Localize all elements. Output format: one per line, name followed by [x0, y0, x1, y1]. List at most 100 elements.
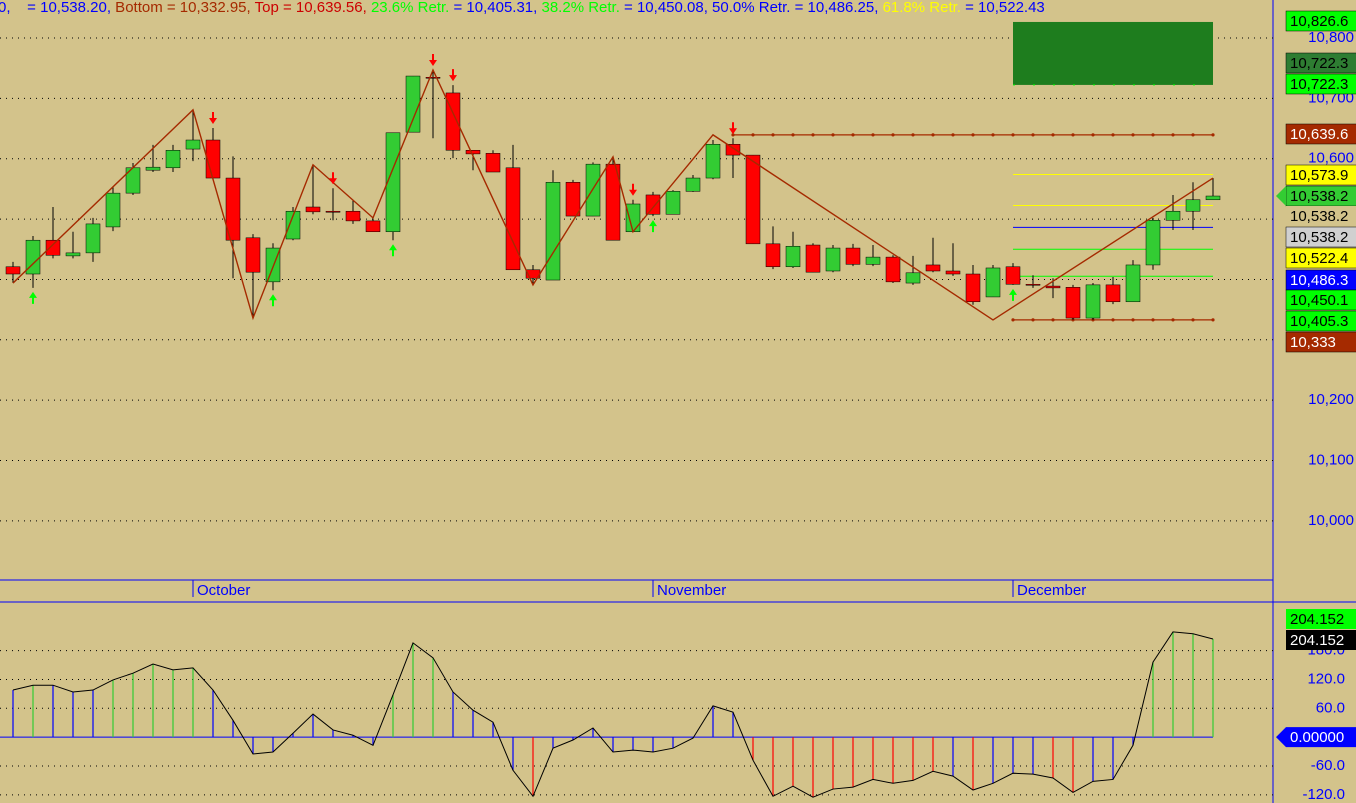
level-dot [1151, 133, 1155, 137]
candle-body [765, 243, 781, 268]
sell-arrow [329, 172, 337, 185]
candle-body [185, 139, 201, 150]
candle-body [1045, 285, 1061, 289]
level-dot [1211, 133, 1215, 137]
price-tag-label: 10,333 [1290, 334, 1336, 351]
title-segment: Top = 10,639.56, [251, 0, 367, 16]
candle-body [705, 143, 721, 179]
price-tag-label: 10,450.1 [1290, 292, 1348, 309]
price-tag-label: 10,722.3 [1290, 76, 1348, 93]
price-tag-label: 10,538.2 [1290, 188, 1348, 205]
candle-body [45, 239, 61, 256]
price-tag [1286, 206, 1356, 226]
candle-body [1005, 266, 1021, 285]
level-dot [1211, 318, 1215, 322]
price-tag-label: 10,538.2 [1290, 208, 1348, 225]
candle-body [665, 191, 681, 215]
candle-body [1025, 284, 1041, 286]
candle-body [445, 92, 461, 151]
title-segment: 61.8% Retr. [878, 0, 961, 16]
candle-body [305, 206, 321, 213]
zone [1013, 21, 1213, 85]
y-tick-label: 60.0 [1316, 699, 1345, 716]
candle-body [945, 270, 961, 275]
candle-body [405, 75, 421, 133]
price-tag-label: 10,405.3 [1290, 313, 1348, 330]
buy-arrow [389, 244, 397, 257]
candle-body [345, 210, 361, 222]
zero-tag [1276, 727, 1356, 748]
value-tag-label: 204.152 [1290, 611, 1344, 628]
y-tick-label: 10,200 [1308, 391, 1354, 408]
candle-body [845, 247, 861, 265]
price-tag [1285, 331, 1356, 353]
level-dot [1071, 318, 1075, 322]
candle-body [485, 153, 501, 173]
candle-body [965, 273, 981, 303]
title-segment: = 10,522.43 [961, 0, 1045, 16]
price-tag [1285, 52, 1356, 74]
level-dot [1011, 318, 1015, 322]
price-tag-label: 10,486.3 [1290, 272, 1348, 289]
candle-body [85, 223, 101, 254]
price-tag [1285, 289, 1356, 311]
candle-body [105, 192, 121, 228]
level-dot [1051, 133, 1055, 137]
level-dot [1011, 133, 1015, 137]
price-tag [1285, 73, 1356, 95]
price-tag-label: 10,826.6 [1290, 13, 1348, 30]
title-segment: = 10,405.31, [449, 0, 537, 16]
candle-body [1185, 199, 1201, 212]
level-dot [751, 133, 755, 137]
title-segment: = 10,450.08, 50.0% Retr. = 10,486.25, [620, 0, 879, 16]
oscillator-line [12, 631, 1214, 798]
price-tag-label: 10,722.3 [1290, 55, 1348, 72]
level-dot [831, 133, 835, 137]
price-tag-label: 10,538.2 [1290, 229, 1348, 246]
level-dot [731, 133, 735, 137]
level-dot [1111, 318, 1115, 322]
title-segment: Bottom = 10,332.95, [111, 0, 251, 16]
candle-body [225, 177, 241, 241]
title-segment: 0, = 10,538.20, [0, 0, 111, 16]
candle-body [505, 167, 521, 271]
chart-title: 0, = 10,538.20, Bottom = 10,332.95, Top … [0, 0, 1045, 16]
candle-body [365, 220, 381, 233]
title-segment: 23.6% Retr. [367, 0, 450, 16]
candle-body [805, 244, 821, 273]
level-dot [1051, 318, 1055, 322]
level-dot [931, 133, 935, 137]
candle-body [785, 245, 801, 268]
y-tick-label: 10,800 [1308, 29, 1354, 46]
candle-body [1145, 220, 1161, 266]
candle-body [465, 150, 481, 155]
y-tick-label: 10,100 [1308, 451, 1354, 468]
candle-body [685, 177, 701, 192]
sell-arrow [449, 69, 457, 82]
candle-body [625, 203, 641, 233]
level-dot [1071, 133, 1075, 137]
level-dot [1151, 318, 1155, 322]
candle-body [1065, 287, 1081, 319]
candle-body [285, 210, 301, 240]
level-dot [891, 133, 895, 137]
level-dot [1031, 133, 1035, 137]
candle-body [1165, 210, 1181, 221]
level-dot [1191, 318, 1195, 322]
candle-body [545, 182, 561, 281]
candle-body [65, 252, 81, 257]
buy-arrow [649, 220, 657, 233]
candle-body [425, 77, 441, 79]
level-dot [1131, 318, 1135, 322]
level-dot [1031, 318, 1035, 322]
price-tag [1285, 247, 1356, 269]
buy-arrow [1009, 288, 1017, 301]
candle-body [165, 150, 181, 169]
candle-body [725, 143, 741, 156]
candle-body [885, 256, 901, 283]
candle-body [925, 264, 941, 272]
level-dot [1171, 133, 1175, 137]
y-tick-label: 120.0 [1307, 670, 1345, 687]
